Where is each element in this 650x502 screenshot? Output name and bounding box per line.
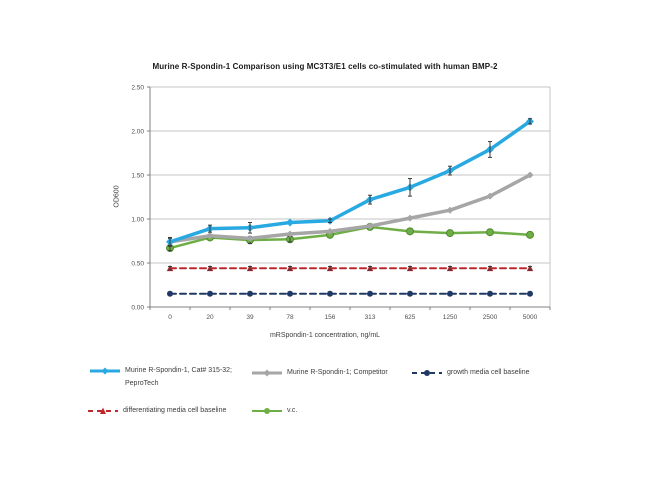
legend-line-vc-icon xyxy=(252,405,282,419)
series-1-marker xyxy=(246,234,254,242)
series-2-marker xyxy=(207,290,213,297)
x-tick-label: 20 xyxy=(206,314,214,321)
legend-line-growth-baseline-icon xyxy=(412,367,442,381)
legend-label-competitor: Murine R-Spondin-1; Competitor xyxy=(287,369,388,376)
series-1-marker xyxy=(526,171,534,179)
series-1-marker xyxy=(446,206,454,214)
legend-line-competitor-icon xyxy=(252,367,282,381)
series-2-marker xyxy=(327,290,333,297)
legend-icon-svg xyxy=(412,370,442,376)
legend-item-differentiating-baseline: differentiating media cell baseline xyxy=(88,404,226,419)
series-1-marker xyxy=(406,214,414,222)
y-tick-label: 1.50 xyxy=(131,173,144,180)
x-axis-label: mRSpondin-1 concentration, ng/mL xyxy=(269,332,381,339)
x-tick-label: 2500 xyxy=(483,314,498,321)
series-0-line xyxy=(168,119,532,244)
x-tick-label: 1250 xyxy=(443,314,458,321)
series-1-marker xyxy=(206,232,214,240)
legend-item-peprotech: Murine R-Spondin-1, Cat# 315-32; PeproTe… xyxy=(90,364,243,390)
x-tick-label: 625 xyxy=(405,314,416,321)
series-4-marker xyxy=(406,227,414,236)
series-0-marker xyxy=(286,218,294,227)
legend-label-vc: v.c. xyxy=(287,407,298,414)
series-2-marker xyxy=(367,290,373,297)
legend-icon-svg xyxy=(252,369,282,377)
series-2-marker xyxy=(527,290,533,297)
legend-item-competitor: Murine R-Spondin-1; Competitor xyxy=(252,366,388,381)
legend-line-differentiating-baseline-icon xyxy=(88,405,118,419)
series-1-marker xyxy=(486,192,494,200)
y-tick-label: 2.50 xyxy=(131,85,144,92)
y-tick-label: 2.00 xyxy=(131,129,144,136)
series-2-marker xyxy=(447,290,453,297)
y-tick-label: 0.00 xyxy=(131,305,144,312)
series-4-line xyxy=(168,225,532,250)
legend-label-peprotech: Murine R-Spondin-1, Cat# 315-32; PeproTe… xyxy=(125,367,233,387)
series-4-marker xyxy=(526,230,534,239)
series-2-marker xyxy=(287,290,293,297)
y-tick-label: 1.00 xyxy=(131,217,144,224)
x-tick-label: 0 xyxy=(168,314,172,321)
x-tick-label: 313 xyxy=(365,314,376,321)
series-1-marker xyxy=(286,230,294,238)
x-tick-label: 39 xyxy=(246,314,254,321)
y-axis-label: OD600 xyxy=(113,185,121,208)
legend-item-vc: v.c. xyxy=(252,404,297,419)
series-2-marker xyxy=(487,290,493,297)
chart-title: Murine R-Spondin-1 Comparison using MC3T… xyxy=(152,62,498,71)
legend-icon-svg xyxy=(88,407,118,414)
series-2-marker xyxy=(407,290,413,297)
x-tick-label: 5000 xyxy=(523,314,538,321)
series-2-marker xyxy=(167,290,173,297)
series-4-marker xyxy=(446,229,454,238)
series-1-line xyxy=(168,173,532,244)
x-tick-label: 156 xyxy=(325,314,336,321)
series-1-marker xyxy=(326,227,334,235)
legend-icon-svg xyxy=(90,367,120,375)
y-tick-label: 0.50 xyxy=(131,261,144,268)
legend-label-differentiating-baseline: differentiating media cell baseline xyxy=(123,407,227,414)
series-2-marker xyxy=(247,290,253,297)
legend-item-growth-baseline: growth media cell baseline xyxy=(412,366,530,381)
series-1-marker xyxy=(366,222,374,230)
legend-line-peprotech-icon xyxy=(90,365,120,379)
legend-label-growth-baseline: growth media cell baseline xyxy=(447,369,530,376)
series-4-marker xyxy=(486,228,494,237)
x-tick-label: 78 xyxy=(286,314,294,321)
legend-icon-svg xyxy=(252,408,282,414)
